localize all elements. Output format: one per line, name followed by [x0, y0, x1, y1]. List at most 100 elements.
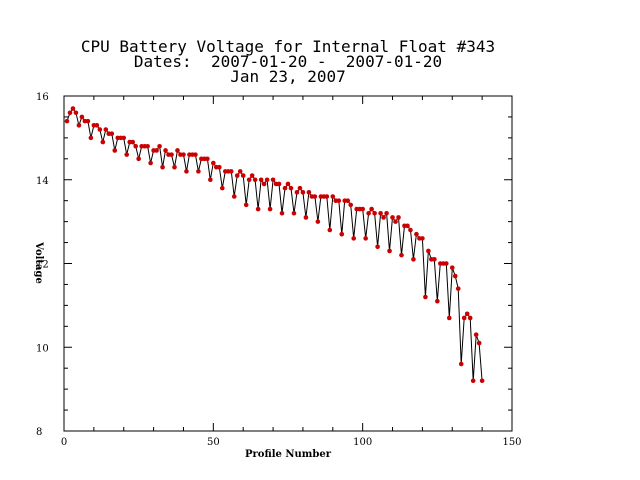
- data-point: [237, 169, 243, 174]
- data-point: [411, 257, 416, 262]
- chart-title: CPU Battery Voltage for Internal Float #…: [81, 37, 495, 56]
- chart-subtitle-dates: Dates: 2007-01-20 - 2007-01-20: [134, 52, 442, 71]
- y-tick-labels: 8 10 12 14 16: [36, 92, 49, 438]
- data-point: [378, 210, 383, 216]
- data-point: [285, 181, 291, 187]
- data-point: [100, 139, 106, 145]
- data-point: [249, 173, 255, 178]
- data-point: [432, 257, 437, 262]
- data-point: [435, 298, 440, 304]
- data-point: [315, 219, 321, 224]
- data-point: [136, 156, 141, 162]
- data-point: [443, 261, 449, 266]
- data-point: [70, 106, 76, 111]
- data-point: [375, 244, 380, 250]
- y-tick-label: 8: [36, 427, 42, 438]
- x-tick-labels: 0 50 100 150: [61, 437, 522, 448]
- data-point: [297, 185, 303, 191]
- data-point: [282, 185, 288, 191]
- x-tick-label: 0: [61, 437, 67, 448]
- data-point: [279, 210, 285, 216]
- data-point: [196, 169, 201, 174]
- data-point: [291, 210, 297, 216]
- data-point: [181, 152, 186, 157]
- data-point: [399, 252, 404, 258]
- data-point: [240, 173, 246, 178]
- data-point: [426, 248, 431, 254]
- data-point: [261, 181, 267, 187]
- data-point: [76, 123, 82, 128]
- data-point: [252, 177, 258, 183]
- data-point: [124, 152, 130, 157]
- data-point: [476, 340, 482, 346]
- data-point: [330, 194, 336, 199]
- y-tick-label: 16: [36, 92, 49, 103]
- data-point: [130, 139, 135, 145]
- x-tick-label: 50: [207, 437, 220, 448]
- data-point: [211, 160, 216, 166]
- data-point: [303, 215, 309, 220]
- data-point: [360, 206, 365, 212]
- data-point: [327, 227, 333, 233]
- data-point: [449, 265, 455, 270]
- y-tick-label: 14: [36, 176, 49, 187]
- y-axis-label: Voltage: [33, 241, 44, 284]
- data-point: [479, 378, 485, 384]
- data-point: [193, 152, 198, 157]
- data-point: [455, 286, 461, 291]
- data-point: [288, 185, 294, 191]
- data-point: [312, 194, 318, 199]
- data-point: [148, 160, 153, 166]
- chart-subtitle-date: Jan 23, 2007: [230, 67, 346, 86]
- data-point: [324, 194, 330, 199]
- data-point: [175, 148, 180, 153]
- data-point: [97, 127, 103, 132]
- data-point: [64, 118, 70, 124]
- data-point: [408, 227, 413, 233]
- y-tick-label: 12: [36, 260, 49, 271]
- data-point: [255, 206, 261, 212]
- data-point: [372, 210, 377, 216]
- data-point: [228, 169, 234, 174]
- data-point: [351, 236, 357, 241]
- data-point: [217, 164, 222, 170]
- data-point: [205, 156, 210, 162]
- data-point: [473, 332, 479, 337]
- data-point: [270, 177, 276, 183]
- data-point: [243, 202, 249, 208]
- data-point: [336, 198, 342, 203]
- data-point: [452, 273, 458, 279]
- data-point: [348, 202, 354, 208]
- data-point: [85, 118, 91, 124]
- axis-ticks: [63, 95, 513, 432]
- data-point: [172, 164, 177, 170]
- data-point: [184, 169, 189, 174]
- data-point: [366, 210, 371, 216]
- data-point: [67, 110, 73, 116]
- data-point: [467, 315, 473, 321]
- data-point: [461, 315, 467, 321]
- data-point: [109, 131, 115, 136]
- x-tick-label: 150: [502, 437, 521, 448]
- data-point: [154, 148, 159, 153]
- data-point: [94, 123, 100, 128]
- data-point: [276, 181, 282, 187]
- data-point: [390, 215, 395, 220]
- data-point: [423, 294, 428, 300]
- x-tick-label: 100: [353, 437, 372, 448]
- data-point: [345, 198, 351, 203]
- data-point: [458, 361, 464, 367]
- data-point: [396, 215, 401, 220]
- data-point: [258, 177, 264, 183]
- data-point: [470, 378, 476, 384]
- data-point: [363, 236, 368, 241]
- data-point: [306, 190, 312, 195]
- y-tick-label: 10: [36, 343, 49, 354]
- data-point: [384, 210, 389, 216]
- data-point: [234, 173, 240, 178]
- data-point: [133, 143, 138, 149]
- data-point: [157, 143, 162, 149]
- data-point: [387, 248, 392, 254]
- x-axis-label: Profile Number: [245, 449, 332, 460]
